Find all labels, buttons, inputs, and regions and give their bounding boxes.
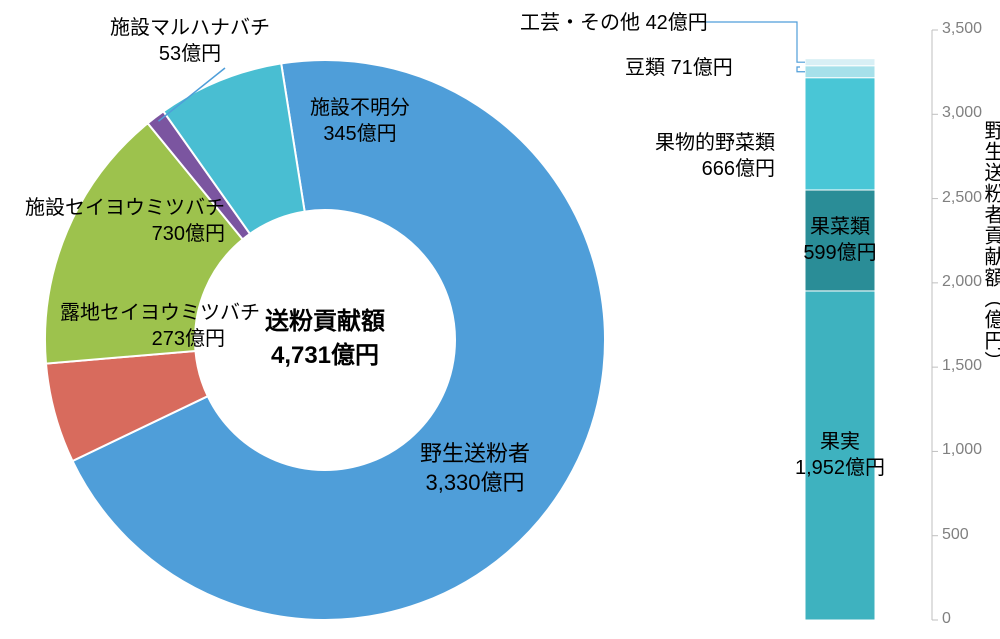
bar-axis-tick-label: 2,000 [942,273,982,291]
slice-label-wild: 野生送粉者 3,330億円 [420,440,530,497]
slice-name: 施設不明分 [310,97,410,119]
bar-seg-frlike_veg [805,78,875,190]
slice-name: 施設セイヨウミツバチ [25,197,225,219]
slice-label-open-bee: 露地セイヨウミツバチ273億円 [60,300,225,352]
bar-seg-name: 果実 [820,431,860,453]
bar-seg-label-frlike-veg: 果物的野菜類 666億円 [655,130,775,182]
bar-seg-value: 599億円 [803,242,876,264]
slice-label-fac-bumble: 施設マルハナバチ 53億円 [110,15,270,67]
slice-name: 露地セイヨウミツバチ [60,302,260,324]
bar-axis-tick-label: 3,500 [942,20,982,38]
bar-seg-craft [805,59,875,66]
slice-name: 野生送粉者 [420,441,530,466]
bar-seg-value: 666億円 [702,158,775,180]
bar-seg-name: 果菜類 [810,216,870,238]
slice-value: 53億円 [159,43,221,65]
callout-beans [797,67,805,72]
bar-seg-label-craft: 工芸・その他 42億円 [520,10,708,36]
slice-value: 345億円 [323,123,396,145]
bar-axis-tick-label: 1,500 [942,357,982,375]
bar-axis-title: 野生送粉者貢献額（億円） [978,120,1000,372]
bar-seg-value: 71億円 [671,57,733,79]
bar-axis-tick-label: 2,500 [942,189,982,207]
slice-name: 施設マルハナバチ [110,17,270,39]
slice-label-fac-bee: 施設セイヨウミツバチ 730億円 [25,195,225,247]
chart-area: { "canvas": { "w": 1000, "h": 639 }, "do… [0,0,1000,639]
bar-axis-tick-label: 500 [942,526,969,544]
slice-value: 273億円 [152,328,225,350]
bar-seg-beans [805,66,875,78]
bar-axis-tick-label: 0 [942,610,951,628]
bar-seg-name: 豆類 [625,57,665,79]
slice-value: 3,330億円 [425,470,524,495]
bar-seg-value: 1,952億円 [795,457,885,479]
donut-center-value: 4,731億円 [205,339,445,373]
bar-axis-tick-label: 1,000 [942,441,982,459]
bar-seg-label-fruit: 果実 1,952億円 [747,429,933,481]
bar-axis-tick-label: 3,000 [942,104,982,122]
slice-label-fac-unk: 施設不明分 345億円 [310,95,410,147]
bar-seg-label-beans: 豆類 71億円 [625,55,733,81]
bar-seg-label-fr-veg: 果菜類 599億円 [747,214,933,266]
bar-seg-name: 工芸・その他 [520,12,640,34]
bar-seg-value: 42億円 [646,12,708,34]
bar-seg-name: 果物的野菜類 [655,132,775,154]
slice-value: 730億円 [152,223,225,245]
